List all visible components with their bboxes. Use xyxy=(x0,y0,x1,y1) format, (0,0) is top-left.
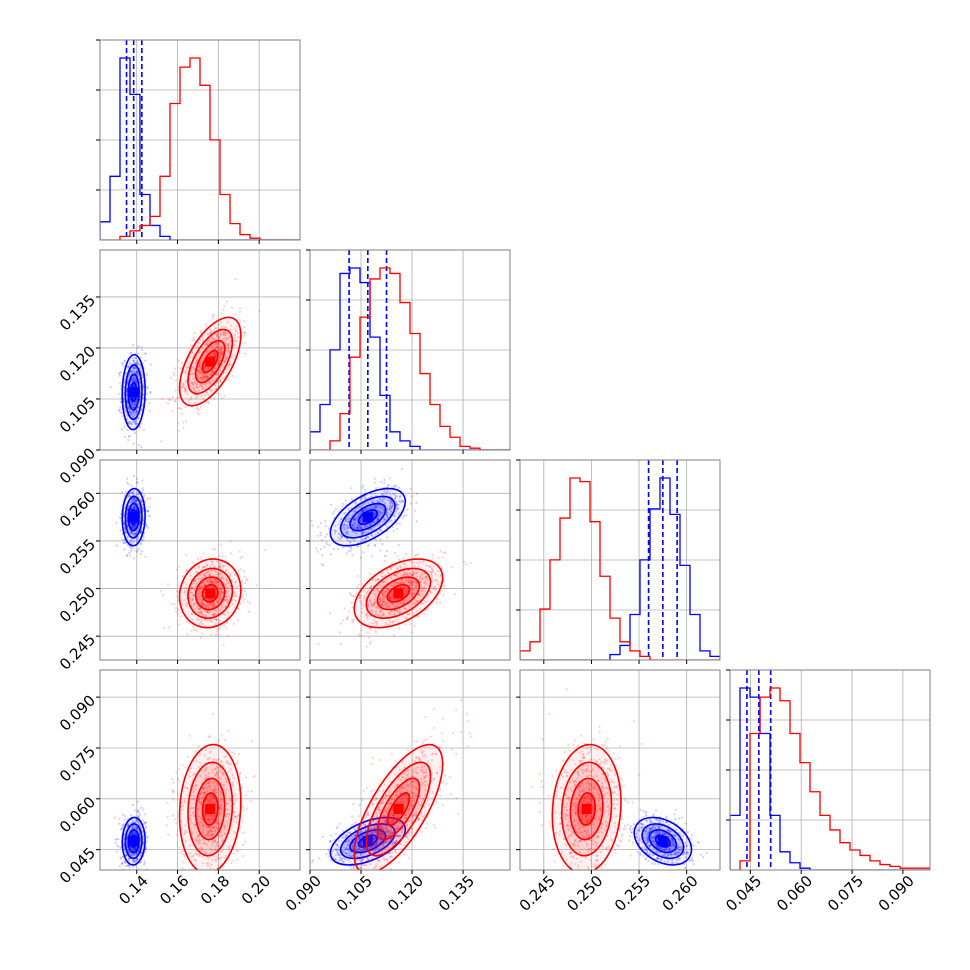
histogram-red xyxy=(100,57,300,240)
y-tick-label: 0.260 xyxy=(56,488,99,531)
density-peak-blue xyxy=(362,512,373,523)
y-tick-label: 0.060 xyxy=(56,793,99,836)
y-tick-label: 0.245 xyxy=(56,631,99,674)
density-peak-blue xyxy=(657,836,668,847)
panel-background xyxy=(310,670,510,870)
y-tick-label: 0.075 xyxy=(56,742,99,785)
x-tick-label: 0.260 xyxy=(659,872,702,915)
histogram-blue xyxy=(310,267,510,450)
panel-1-0: 0.090 0.105 0.120 0.135 xyxy=(56,249,301,487)
x-tick-label: 0.090 xyxy=(875,872,918,915)
panel-2-2 xyxy=(516,459,721,664)
x-tick-label: 0.090 xyxy=(282,872,325,915)
scatter-red xyxy=(160,540,267,646)
panel-3-0: 0.14 0.16 0.18 0.20 0.045 0.060 0.075 0.090 xyxy=(56,669,301,908)
density-peak-red xyxy=(205,588,216,599)
x-tick-label: 0.135 xyxy=(435,872,478,915)
x-tick-label: 0.120 xyxy=(384,872,427,915)
x-tick-label: 0.250 xyxy=(563,872,606,915)
density-peak-red xyxy=(393,803,404,814)
density-peak-red xyxy=(205,803,216,814)
histogram-red xyxy=(730,687,930,870)
x-tick-label: 0.045 xyxy=(722,872,765,915)
x-tick-label: 0.105 xyxy=(333,872,376,915)
y-tick-label: 0.255 xyxy=(56,535,99,578)
y-tick-label: 0.135 xyxy=(56,291,99,334)
panel-3-3: 0.045 0.060 0.075 0.090 xyxy=(722,669,931,915)
histogram-blue xyxy=(730,687,930,870)
panel-frame xyxy=(519,669,721,871)
density-peak-blue xyxy=(128,387,139,398)
panel-frame xyxy=(99,669,301,871)
density-peak-red xyxy=(205,356,216,367)
x-tick-label: 0.075 xyxy=(824,872,867,915)
y-tick-label: 0.120 xyxy=(56,342,99,385)
histogram-red xyxy=(520,477,720,660)
x-tick-label: 0.060 xyxy=(773,872,816,915)
panel-3-1: 0.090 0.105 0.120 0.135 xyxy=(282,669,511,915)
y-tick-label: 0.045 xyxy=(56,844,99,887)
x-tick-label: 0.20 xyxy=(238,872,274,908)
x-tick-label: 0.16 xyxy=(156,872,192,908)
y-tick-label: 0.250 xyxy=(56,583,99,626)
y-tick-label: 0.090 xyxy=(56,444,99,487)
x-tick-label: 0.14 xyxy=(115,872,151,908)
y-tick-label: 0.105 xyxy=(56,393,99,436)
panel-background xyxy=(100,250,300,450)
x-tick-label: 0.18 xyxy=(197,872,233,908)
panel-frame xyxy=(309,669,511,871)
panel-2-1 xyxy=(306,459,511,664)
panel-frame xyxy=(99,459,301,661)
density-peak-blue xyxy=(128,836,139,847)
density-peak-red xyxy=(393,588,404,599)
histogram-blue xyxy=(100,57,300,240)
x-tick-label: 0.255 xyxy=(611,872,654,915)
panel-0-0 xyxy=(96,39,301,244)
panel-frame xyxy=(309,459,511,661)
x-tick-label: 0.245 xyxy=(516,872,559,915)
panel-3-2: 0.245 0.250 0.255 0.260 xyxy=(516,669,721,915)
histogram-red xyxy=(310,267,510,450)
panel-frame xyxy=(99,249,301,451)
histogram-blue xyxy=(520,477,720,660)
density-peak-blue xyxy=(362,836,373,847)
panel-1-1 xyxy=(306,249,511,454)
density-peak-blue xyxy=(128,512,139,523)
scatter-red xyxy=(531,688,644,870)
y-tick-label: 0.090 xyxy=(56,691,99,734)
density-peak-red xyxy=(581,803,592,814)
